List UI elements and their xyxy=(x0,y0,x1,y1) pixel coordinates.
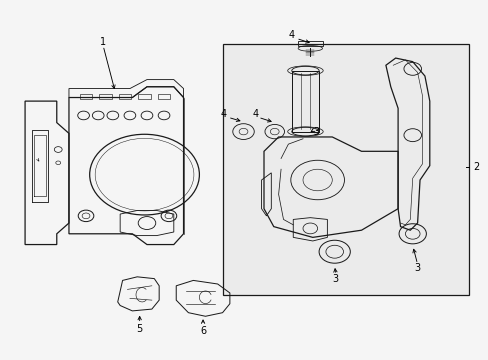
Bar xyxy=(138,94,151,99)
Text: 4: 4 xyxy=(287,30,294,40)
Text: 1: 1 xyxy=(100,37,106,47)
Text: 4: 4 xyxy=(252,109,258,119)
Bar xyxy=(298,41,322,45)
Bar xyxy=(158,94,170,99)
Text: 3: 3 xyxy=(313,127,319,136)
Text: 6: 6 xyxy=(200,325,206,336)
Bar xyxy=(119,94,131,99)
Bar xyxy=(222,44,468,295)
Bar xyxy=(291,71,319,132)
Bar xyxy=(80,94,92,99)
Text: 3: 3 xyxy=(332,274,338,284)
Text: 4: 4 xyxy=(221,109,226,119)
Bar xyxy=(99,94,112,99)
Text: 5: 5 xyxy=(136,324,142,334)
Text: 3: 3 xyxy=(414,263,420,273)
Text: 2: 2 xyxy=(472,162,478,172)
